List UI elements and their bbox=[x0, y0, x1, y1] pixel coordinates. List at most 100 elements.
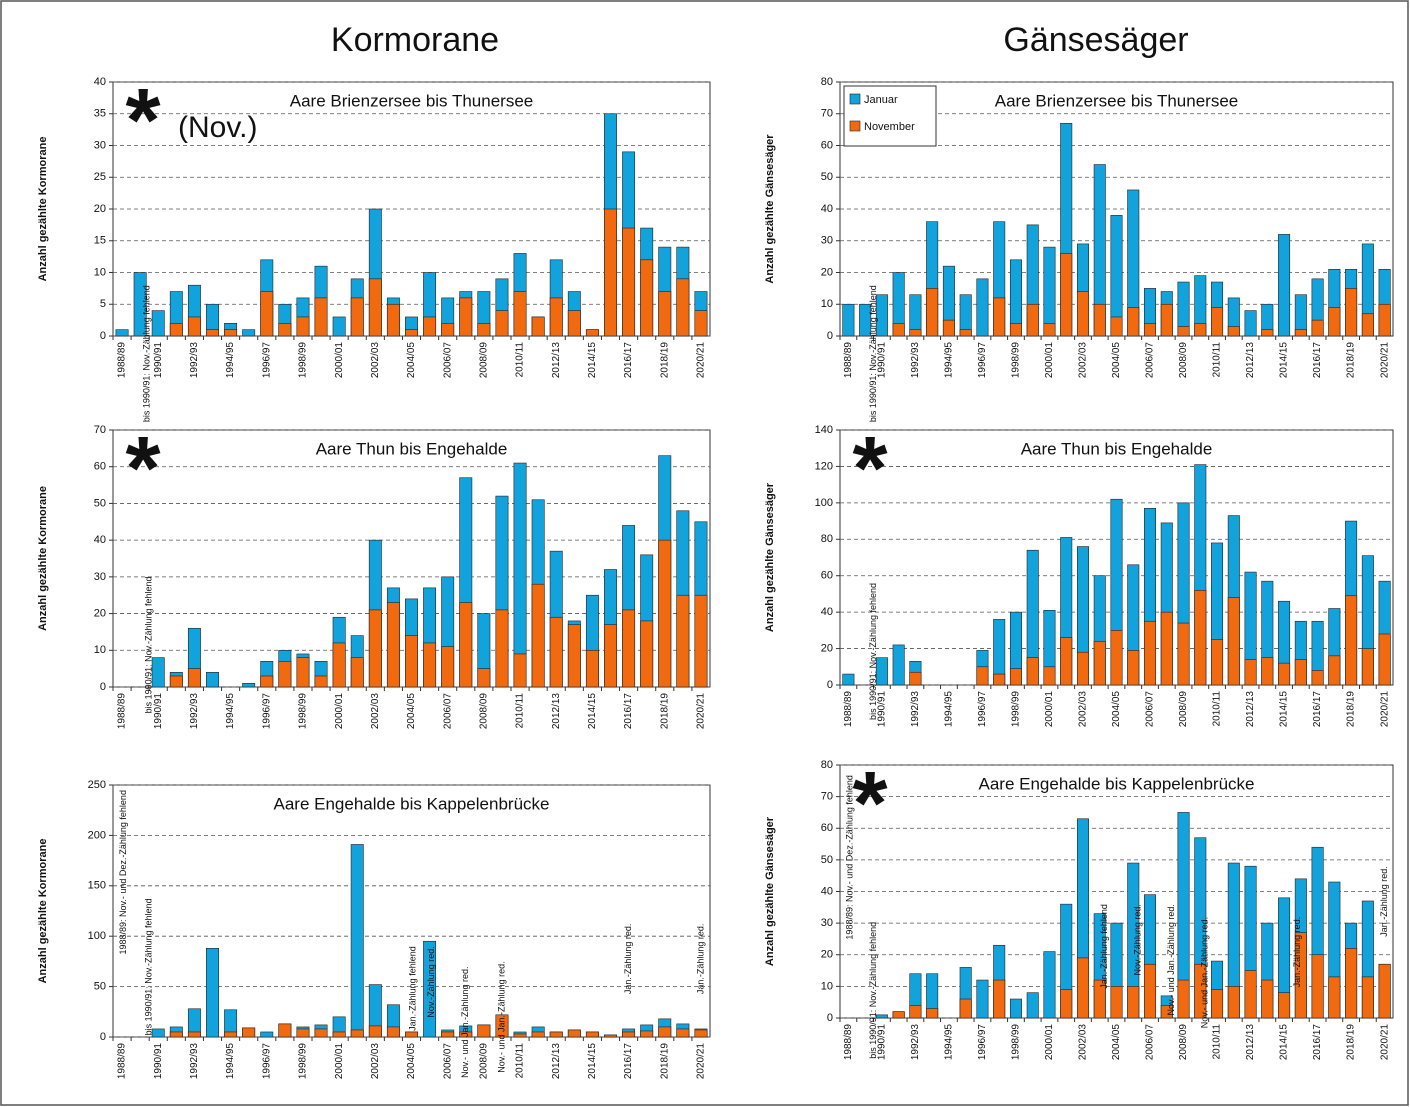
bar bbox=[976, 979, 989, 1019]
bar bbox=[909, 1005, 922, 1019]
x-tick-label: 2008/09 bbox=[1178, 1024, 1189, 1061]
column-heading: Kormorane bbox=[331, 21, 499, 59]
x-tick-label: 2018/19 bbox=[1346, 691, 1357, 728]
chart-title: Aare Engehalde bis Kappelenbrücke bbox=[979, 774, 1255, 793]
x-tick-label: 1992/93 bbox=[189, 693, 200, 730]
bar bbox=[1345, 595, 1358, 686]
bar bbox=[332, 642, 346, 688]
x-tick-label: 2016/17 bbox=[623, 342, 634, 379]
x-tick-label: 2006/07 bbox=[1145, 1024, 1156, 1061]
bar bbox=[206, 672, 219, 688]
x-tick-label: 2020/21 bbox=[696, 342, 707, 379]
bar bbox=[531, 1031, 545, 1038]
bar bbox=[314, 1028, 328, 1038]
x-tick-label: 1994/95 bbox=[944, 342, 955, 379]
chart-title: Aare Brienzersee bis Thunersee bbox=[290, 91, 534, 110]
bar bbox=[1278, 992, 1291, 1019]
bar bbox=[1060, 637, 1073, 686]
annotation: Nov.-Zählung red. bbox=[426, 946, 436, 1017]
bar bbox=[1328, 976, 1341, 1019]
bar bbox=[1110, 630, 1123, 686]
y-tick-label: 15 bbox=[94, 235, 106, 247]
bar bbox=[658, 1026, 672, 1038]
x-tick-label: 2016/17 bbox=[623, 1043, 634, 1080]
bar bbox=[959, 998, 972, 1019]
bar bbox=[260, 291, 274, 337]
x-tick-label: 2020/21 bbox=[1379, 1024, 1390, 1061]
x-tick-label: 1992/93 bbox=[189, 1043, 200, 1080]
chart-title: Aare Thun bis Engehalde bbox=[316, 439, 508, 458]
x-tick-label: 1988/89 bbox=[117, 342, 128, 379]
bar bbox=[909, 671, 922, 686]
bar bbox=[604, 624, 617, 688]
bar bbox=[859, 303, 872, 337]
x-tick-label: 2012/13 bbox=[1245, 691, 1256, 728]
x-tick-label: 2014/15 bbox=[587, 693, 598, 730]
y-tick-label: 30 bbox=[821, 235, 833, 247]
x-tick-label: 2018/19 bbox=[1346, 1024, 1357, 1061]
annotation: bis 1990/91: Nov.-Zählung fehlend bbox=[868, 583, 878, 720]
x-tick-label: 2012/13 bbox=[551, 342, 562, 379]
bar bbox=[1227, 597, 1240, 686]
annotation: Jan.-Zählung fehlend bbox=[408, 946, 418, 1031]
y-tick-label: 40 bbox=[821, 885, 833, 897]
bar bbox=[459, 1031, 473, 1038]
bar bbox=[585, 649, 599, 688]
bar bbox=[676, 594, 690, 688]
bar bbox=[1294, 659, 1307, 686]
bar bbox=[567, 310, 581, 337]
chart-title: Aare Thun bis Engehalde bbox=[1021, 439, 1213, 458]
y-tick-label: 0 bbox=[100, 330, 106, 342]
bar bbox=[368, 278, 382, 337]
bar bbox=[942, 319, 955, 337]
x-tick-label: 2008/09 bbox=[479, 1043, 490, 1080]
x-tick-label: 2014/15 bbox=[1279, 691, 1290, 728]
x-tick-label: 2014/15 bbox=[587, 1043, 598, 1080]
bar bbox=[604, 1034, 617, 1038]
bar bbox=[892, 322, 905, 337]
x-tick-label: 2000/01 bbox=[1044, 691, 1055, 728]
bar bbox=[1361, 976, 1374, 1019]
bar bbox=[1144, 322, 1157, 337]
bar bbox=[350, 1029, 364, 1038]
bar bbox=[423, 940, 437, 1038]
y-tick-label: 70 bbox=[821, 108, 833, 120]
x-tick-label: 2002/03 bbox=[370, 1043, 381, 1080]
bar bbox=[549, 616, 563, 688]
bar bbox=[423, 642, 437, 688]
bar bbox=[513, 1033, 527, 1038]
bar bbox=[1076, 291, 1089, 337]
bar bbox=[640, 1030, 654, 1038]
bar bbox=[1093, 303, 1106, 337]
bar bbox=[1194, 322, 1207, 337]
bar bbox=[875, 294, 888, 337]
bar bbox=[1244, 659, 1257, 686]
bar bbox=[622, 1031, 636, 1038]
x-tick-label: 2006/07 bbox=[1145, 342, 1156, 379]
bar bbox=[477, 1024, 491, 1038]
x-tick-label: 2004/05 bbox=[406, 1043, 417, 1080]
bar bbox=[224, 329, 238, 337]
bar bbox=[1378, 303, 1391, 337]
y-tick-label: 0 bbox=[100, 1031, 106, 1043]
bar bbox=[278, 660, 292, 688]
bar bbox=[1311, 954, 1324, 1019]
bar bbox=[842, 673, 855, 686]
x-tick-label: 1988/89 bbox=[843, 342, 854, 379]
y-axis-label: Anzahl gezählte Kormorane bbox=[37, 486, 49, 631]
bar bbox=[1194, 589, 1207, 686]
x-tick-label: 2010/11 bbox=[515, 1043, 526, 1079]
bar bbox=[1361, 313, 1374, 337]
bar bbox=[187, 316, 201, 337]
bar bbox=[1311, 670, 1324, 686]
bar bbox=[151, 657, 165, 688]
bar bbox=[1211, 989, 1224, 1019]
x-tick-label: 2020/21 bbox=[696, 1043, 707, 1080]
annotation: bis 1990/91: Nov.-Zählung fehlend bbox=[144, 576, 154, 713]
annotation: bis 1990/91: Nov.-Zählung fehlend bbox=[868, 285, 878, 422]
bar bbox=[386, 1026, 400, 1038]
y-tick-label: 80 bbox=[821, 759, 833, 771]
bar bbox=[676, 1028, 690, 1038]
bar bbox=[658, 539, 672, 688]
x-tick-label: 2016/17 bbox=[1312, 1024, 1323, 1061]
